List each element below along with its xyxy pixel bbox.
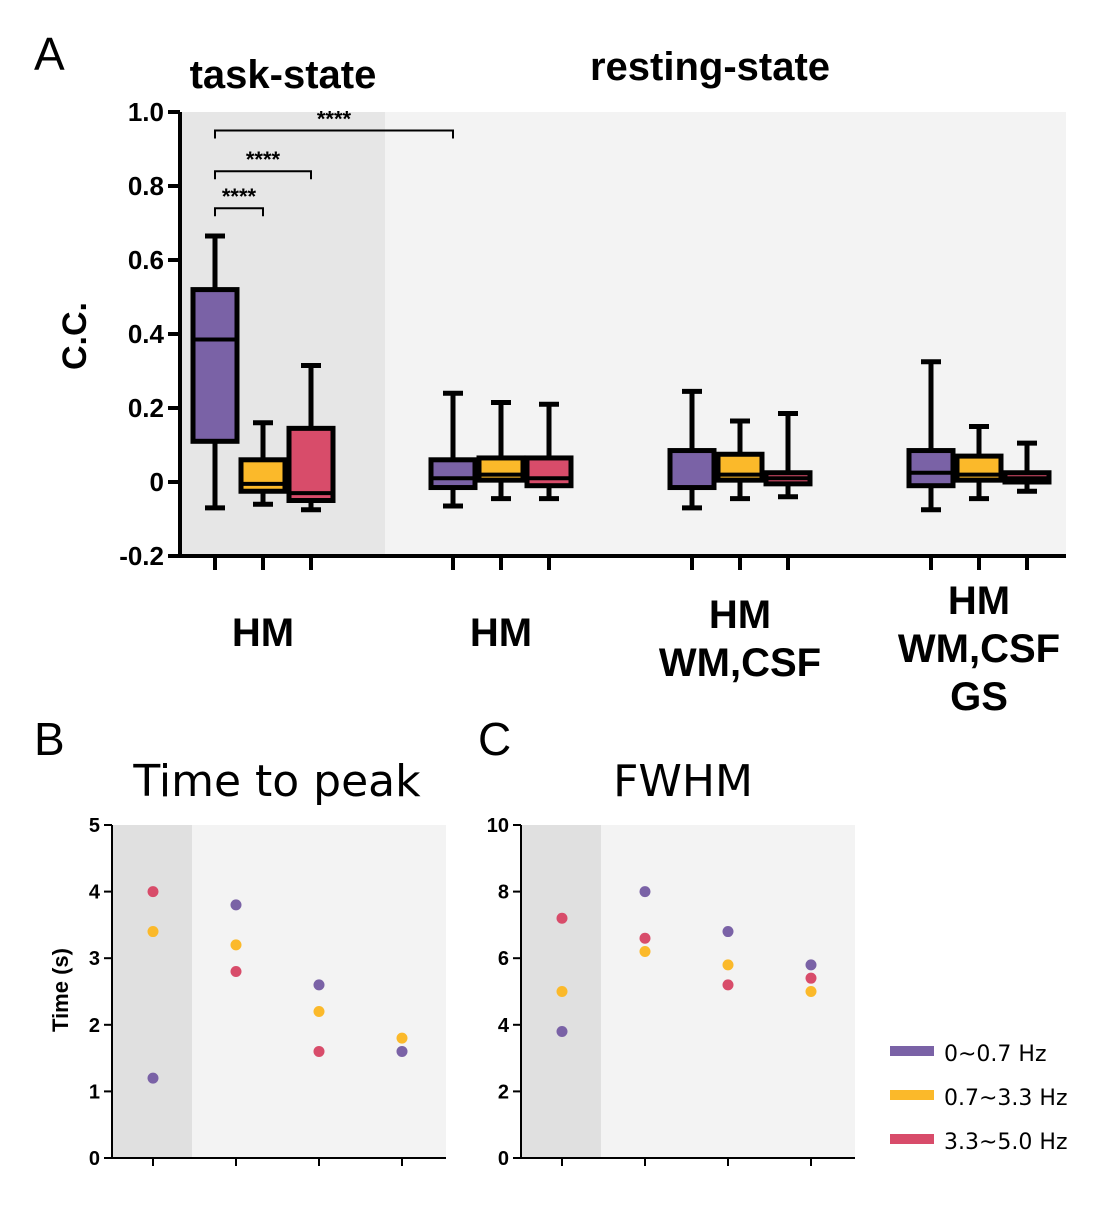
- box-body: [667, 448, 717, 491]
- significance-label: ****: [222, 184, 257, 209]
- box-0-7-3-3-Hz-group-4: [954, 424, 1004, 502]
- y-tick-label: 0.2: [128, 393, 164, 423]
- y-tick-label: 1: [89, 1081, 100, 1103]
- box-3-3-5-0-Hz-group-2: [524, 401, 574, 502]
- data-point-0-7-3-3-Hz: [396, 1032, 408, 1044]
- box-0-0-7-Hz-group-4: [906, 359, 956, 513]
- y-tick-label: 8: [498, 882, 509, 904]
- y-tick-label: 4: [498, 1015, 510, 1037]
- legend-label: 0~0.7 Hz: [944, 1042, 1047, 1067]
- data-point-0-0-7-Hz: [805, 959, 817, 971]
- panel-c-scatter: FWHM 0 2 4 6 8 10: [487, 756, 855, 1170]
- significance-label: ****: [246, 147, 281, 172]
- box-body: [524, 455, 574, 489]
- panel-b-scatter: Time to peak Time (s) 0 1 2 3 4 5: [48, 756, 446, 1170]
- y-tick-label: 0: [498, 1148, 509, 1170]
- y-tick-label: 0: [150, 467, 164, 497]
- y-tick-label: 10: [487, 815, 509, 837]
- data-point-0-0-7-Hz: [556, 1025, 568, 1037]
- box-3-3-5-0-Hz-group-4: [1002, 440, 1052, 494]
- data-point-0-7-3-3-Hz: [147, 926, 159, 938]
- legend-swatch: [890, 1046, 934, 1056]
- box-3-3-5-0-Hz-group-1: [286, 362, 336, 513]
- legend: 0~0.7 Hz 0.7~3.3 Hz 3.3~5.0 Hz: [890, 1042, 1068, 1155]
- panel-a-boxplot: task-state resting-state C.C. -0.2 0 0.2 0.…: [56, 45, 1066, 719]
- category-label: GS: [950, 675, 1008, 719]
- data-point-0-0-7-Hz: [722, 926, 734, 938]
- group-title-resting-state: resting-state: [590, 45, 830, 89]
- box-body: [906, 448, 956, 489]
- y-tick-label: -0.2: [119, 541, 164, 571]
- y-tick-label: 0.8: [128, 171, 164, 201]
- data-point-0-7-3-3-Hz: [722, 959, 734, 971]
- data-point-0-7-3-3-Hz: [556, 986, 568, 997]
- data-point-0-7-3-3-Hz: [313, 1005, 325, 1017]
- panel-c-title: FWHM: [613, 756, 753, 807]
- box-body: [428, 457, 478, 491]
- box-body: [238, 457, 288, 494]
- y-tick-label: 3: [89, 948, 100, 970]
- box-0-7-3-3-Hz-group-1: [238, 420, 288, 507]
- category-label: HM: [948, 579, 1010, 623]
- box-0-0-7-Hz-group-3: [667, 388, 717, 511]
- y-tick-label: 0: [89, 1148, 100, 1170]
- panel-letter-b: B: [34, 713, 65, 765]
- data-point-3-3-5-0-Hz: [722, 979, 734, 991]
- data-point-0-0-7-Hz: [396, 1045, 408, 1057]
- box-0-7-3-3-Hz-group-2: [476, 399, 526, 502]
- box-body: [190, 287, 240, 444]
- significance-label: ****: [317, 107, 352, 132]
- box-body: [476, 455, 526, 483]
- y-tick-label: 6: [498, 948, 509, 970]
- category-label: WM,CSF: [659, 641, 821, 685]
- data-point-0-0-7-Hz: [313, 979, 325, 991]
- y-tick-label: 4: [89, 882, 101, 904]
- data-point-0-7-3-3-Hz: [230, 939, 242, 951]
- significance-bracket: [214, 170, 312, 180]
- box-body: [286, 425, 336, 504]
- box-0-7-3-3-Hz-group-3: [715, 418, 765, 502]
- data-point-3-3-5-0-Hz: [147, 886, 159, 898]
- box-0-0-7-Hz-group-1: [190, 233, 240, 511]
- y-tick-label: 5: [89, 815, 100, 837]
- y-tick-label: 0.4: [128, 319, 165, 349]
- significance-bracket: [214, 129, 454, 139]
- y-tick-label: 1.0: [128, 97, 164, 127]
- data-point-0-0-7-Hz: [147, 1072, 159, 1084]
- group-title-task-state: task-state: [190, 53, 377, 97]
- box-0-0-7-Hz-group-2: [428, 390, 478, 509]
- y-tick-label: 0.6: [128, 245, 164, 275]
- panel-b-y-axis-title: Time (s): [48, 948, 73, 1032]
- data-point-0-0-7-Hz: [230, 899, 242, 911]
- panel-b-title: Time to peak: [132, 756, 421, 807]
- legend-label: 0.7~3.3 Hz: [944, 1086, 1068, 1111]
- legend-swatch: [890, 1134, 934, 1144]
- category-label: WM,CSF: [898, 627, 1060, 671]
- category-label: HM: [709, 593, 771, 637]
- data-point-0-7-3-3-Hz: [805, 986, 817, 997]
- data-point-3-3-5-0-Hz: [805, 972, 817, 984]
- panel-letter-a: A: [34, 28, 65, 80]
- category-label: HM: [232, 611, 294, 655]
- data-point-3-3-5-0-Hz: [313, 1045, 325, 1057]
- data-point-3-3-5-0-Hz: [230, 966, 242, 978]
- box-3-3-5-0-Hz-group-3: [763, 411, 813, 500]
- category-label: HM: [470, 611, 532, 655]
- data-point-0-0-7-Hz: [639, 886, 651, 898]
- data-point-0-7-3-3-Hz: [639, 946, 651, 958]
- data-point-3-3-5-0-Hz: [556, 912, 568, 924]
- panel-letter-c: C: [478, 713, 511, 765]
- significance-bracket: [214, 207, 264, 217]
- legend-swatch: [890, 1090, 934, 1100]
- panel-b-task-background: [112, 825, 192, 1158]
- y-tick-label: 2: [498, 1081, 509, 1103]
- y-axis-title: C.C.: [56, 302, 94, 370]
- y-tick-label: 2: [89, 1015, 100, 1037]
- legend-label: 3.3~5.0 Hz: [944, 1130, 1068, 1155]
- data-point-3-3-5-0-Hz: [639, 932, 651, 944]
